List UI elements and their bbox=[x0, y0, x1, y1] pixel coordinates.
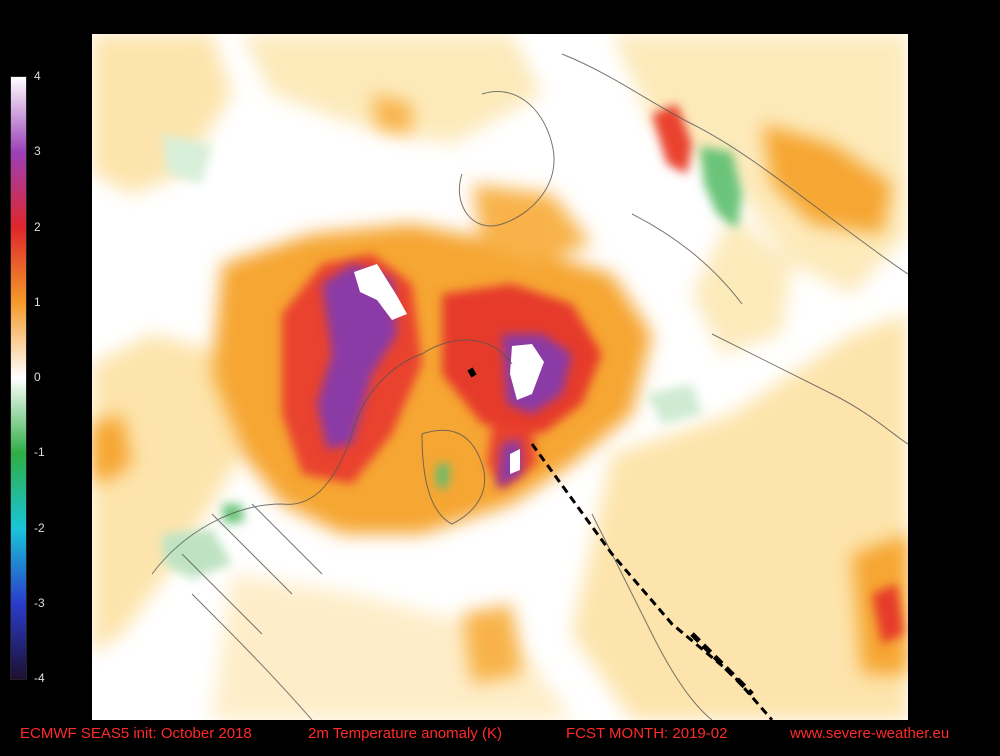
colorbar-tick-label: -2 bbox=[34, 520, 45, 535]
projection-seam bbox=[467, 367, 774, 720]
colorbar-tick-label: 0 bbox=[34, 370, 41, 384]
anomaly-field bbox=[92, 34, 908, 720]
weak-positive-anomaly bbox=[92, 34, 908, 720]
colorbar-tick-label: 3 bbox=[34, 144, 41, 159]
variable-label: 2m Temperature anomaly (K) bbox=[308, 725, 502, 742]
saturated-anomaly-core bbox=[354, 264, 544, 474]
footer: ECMWF SEAS5 init: October 2018 2m Temper… bbox=[0, 723, 1000, 745]
model-label: ECMWF SEAS5 init: October 2018 bbox=[20, 725, 252, 742]
colorbar-tick-label: 1 bbox=[34, 294, 41, 309]
colorbar-tick-label: -4 bbox=[34, 671, 45, 685]
colorbar-tick-label: -1 bbox=[34, 445, 45, 460]
colorbar-tick-label: -3 bbox=[34, 595, 45, 610]
coastlines bbox=[151, 53, 908, 720]
forecast-month-label: FCST MONTH: 2019-02 bbox=[566, 725, 728, 742]
anomaly-map bbox=[92, 34, 908, 720]
colorbar bbox=[10, 76, 27, 680]
colorbar-tick-label: 4 bbox=[34, 69, 41, 83]
website-label: www.severe-weather.eu bbox=[790, 725, 950, 742]
colorbar-tick-label: 2 bbox=[34, 219, 41, 234]
negative-anomaly bbox=[162, 134, 742, 579]
